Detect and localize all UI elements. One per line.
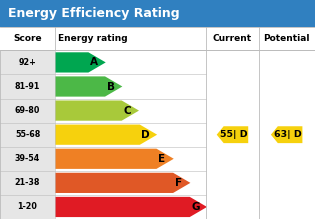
Text: F: F xyxy=(175,178,182,188)
Text: Score: Score xyxy=(13,34,42,43)
Text: G: G xyxy=(191,202,200,212)
Polygon shape xyxy=(55,76,122,97)
Bar xyxy=(0,0,315,27)
Bar xyxy=(0,27,315,50)
Polygon shape xyxy=(55,52,106,72)
Text: 81-91: 81-91 xyxy=(15,82,40,91)
Text: A: A xyxy=(90,57,98,67)
Text: 55| D: 55| D xyxy=(220,130,248,139)
Text: 92+: 92+ xyxy=(19,58,37,67)
Text: Energy Efficiency Rating: Energy Efficiency Rating xyxy=(8,7,180,20)
Polygon shape xyxy=(55,173,190,193)
Bar xyxy=(0,195,55,219)
Polygon shape xyxy=(271,126,302,143)
Text: Potential: Potential xyxy=(263,34,310,43)
Polygon shape xyxy=(55,101,139,121)
Bar xyxy=(0,171,55,195)
Polygon shape xyxy=(217,126,248,143)
Polygon shape xyxy=(55,197,207,217)
Text: Current: Current xyxy=(213,34,252,43)
Text: 69-80: 69-80 xyxy=(15,106,40,115)
Bar xyxy=(0,50,315,219)
Text: 63| D: 63| D xyxy=(274,130,302,139)
Text: Energy rating: Energy rating xyxy=(58,34,128,43)
Polygon shape xyxy=(55,149,174,169)
Text: 21-38: 21-38 xyxy=(15,178,40,187)
Bar xyxy=(0,147,55,171)
Text: 39-54: 39-54 xyxy=(15,154,40,163)
Bar xyxy=(0,123,55,147)
Polygon shape xyxy=(55,125,157,145)
Text: D: D xyxy=(141,130,150,140)
Text: B: B xyxy=(106,81,115,92)
Bar xyxy=(0,50,55,74)
Bar xyxy=(0,99,55,123)
Text: 1-20: 1-20 xyxy=(18,202,37,212)
Text: 55-68: 55-68 xyxy=(15,130,40,139)
Text: E: E xyxy=(158,154,165,164)
Text: C: C xyxy=(123,106,131,116)
Bar xyxy=(0,74,55,99)
